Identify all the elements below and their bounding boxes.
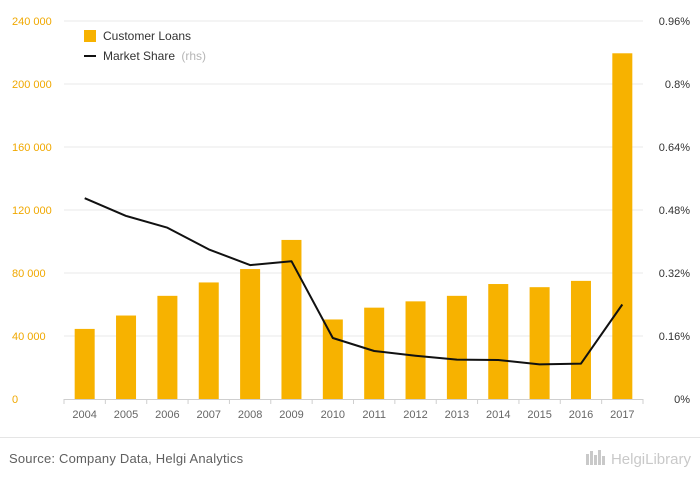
bar-customer-loans-2008: [240, 269, 261, 399]
bar-customer-loans-2012: [405, 301, 426, 399]
x-tick-label-2011: 2011: [362, 409, 386, 421]
bar-customer-loans-2006: [157, 295, 178, 399]
bar-customer-loans-2014: [488, 284, 509, 399]
bar-customer-loans-2016: [570, 280, 591, 399]
x-tick-label-2005: 2005: [114, 409, 138, 421]
legend-label-market-share-name: Market Share: [103, 49, 175, 63]
y-left-tick-label: 200 000: [12, 79, 52, 91]
y-left-tick-label: 80 000: [12, 268, 46, 280]
x-tick-label-2010: 2010: [321, 409, 345, 421]
bar-customer-loans-2005: [116, 315, 137, 399]
library-icon: [585, 448, 607, 470]
y-left-tick-label: 40 000: [12, 331, 46, 343]
bar-customer-loans-2004: [74, 328, 95, 399]
x-tick-label-2008: 2008: [238, 409, 262, 421]
grid-lines: [64, 20, 643, 337]
chart-svg: 0 0% 40 000 0.16% 80 000 0.32% 120 000 0.48% 160…: [12, 16, 690, 421]
x-tick-label-2004: 2004: [72, 409, 96, 421]
legend-label-market-share-suffix: (rhs): [181, 49, 206, 63]
y-right-tick-label: 0.48%: [659, 205, 690, 217]
y-right-tick-label: 0.96%: [659, 16, 690, 28]
legend: Customer Loans Market Share (rhs): [84, 29, 206, 63]
brand-logo: HelgiLibrary: [585, 448, 691, 470]
x-tick-label-2016: 2016: [569, 409, 593, 421]
x-tick-label-2009: 2009: [279, 409, 303, 421]
x-tick-label-2007: 2007: [197, 409, 221, 421]
source-note: Source: Company Data, Helgi Analytics: [9, 451, 244, 466]
x-tick-label-2015: 2015: [527, 409, 551, 421]
y-right-tick-label: 0.8%: [665, 79, 690, 91]
y-left-tick-label: 160 000: [12, 142, 52, 154]
y-right-tick-label: 0.16%: [659, 331, 690, 343]
bar-customer-loans-2017: [612, 53, 633, 399]
bar-customer-loans-2015: [529, 287, 550, 399]
bar-customer-loans-2011: [364, 307, 385, 399]
x-tick-label-2006: 2006: [155, 409, 179, 421]
line-market-share: [84, 197, 624, 366]
x-tick-label-2012: 2012: [403, 409, 427, 421]
bar-customer-loans-2010: [322, 319, 343, 399]
footer-divider: [0, 437, 700, 438]
y-left-tick-label: 120 000: [12, 205, 52, 217]
y-right-tick-label: 0%: [674, 394, 690, 406]
x-tick-label-2017: 2017: [610, 409, 634, 421]
y-right-tick-label: 0.32%: [659, 268, 690, 280]
line-series: [84, 197, 624, 366]
y-left-tick-label: 240 000: [12, 16, 52, 28]
legend-label-market-share: Market Share (rhs): [103, 49, 206, 63]
y-right-tick-label: 0.64%: [659, 142, 690, 154]
legend-label-customer-loans: Customer Loans: [103, 29, 191, 43]
y-left-tick-label: 0: [12, 394, 18, 406]
bar-customer-loans-2013: [446, 295, 467, 399]
legend-swatch-customer-loans: [84, 30, 96, 42]
x-tick-label-2014: 2014: [486, 409, 510, 421]
bar-customer-loans-2009: [281, 239, 302, 399]
x-tick-label-2013: 2013: [445, 409, 469, 421]
bar-customer-loans-2007: [198, 282, 219, 399]
brand-name: HelgiLibrary: [610, 450, 691, 468]
axes: 0 0% 40 000 0.16% 80 000 0.32% 120 000 0.48% 160…: [12, 16, 690, 421]
